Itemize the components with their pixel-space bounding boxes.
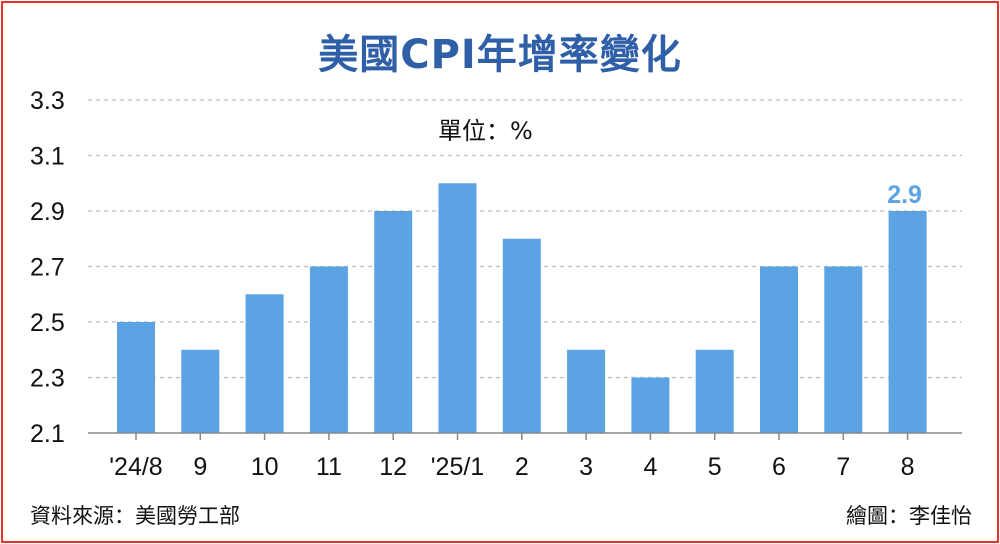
x-tick-label: 11 xyxy=(316,453,342,481)
x-tick-label: 3 xyxy=(579,453,593,481)
data-labels: 2.9 xyxy=(887,181,922,209)
y-tick-label: 2.1 xyxy=(30,420,65,448)
credit-note: 繪圖：李佳怡 xyxy=(846,504,972,528)
x-tick-label: 12 xyxy=(379,453,407,481)
x-tick-label: 6 xyxy=(772,453,786,481)
bar xyxy=(245,294,284,433)
y-tick-label: 3.3 xyxy=(30,87,65,115)
x-axis-ticks: '24/8 9 10 11 12 '25/1 2 3 4 5 6 7 8 xyxy=(109,453,914,481)
bar xyxy=(567,349,606,433)
y-tick-label: 3.1 xyxy=(30,143,65,171)
x-tick-label: 10 xyxy=(251,453,279,481)
bar xyxy=(695,349,734,433)
y-tick-label: 2.7 xyxy=(30,254,65,282)
y-tick-label: 2.5 xyxy=(30,309,65,337)
bar xyxy=(631,377,670,433)
x-tick-label: 9 xyxy=(193,453,207,481)
bar xyxy=(117,322,155,433)
unit-label: 單位：% xyxy=(438,117,533,145)
data-label: 2.9 xyxy=(887,181,922,209)
gridlines xyxy=(88,99,962,379)
x-tick-label: 4 xyxy=(643,453,657,481)
x-tick-label: 2 xyxy=(515,453,529,481)
bar xyxy=(374,211,413,433)
bar xyxy=(502,238,541,433)
y-tick-label: 2.3 xyxy=(30,365,65,393)
x-tick-label: 7 xyxy=(836,453,850,481)
x-tick-label: '24/8 xyxy=(109,453,162,481)
chart-title: 美國CPI年增率變化 xyxy=(318,32,682,78)
x-tick-label: '25/1 xyxy=(431,453,484,481)
source-note: 資料來源：美國勞工部 xyxy=(30,504,240,528)
bars xyxy=(117,183,927,433)
bar xyxy=(438,183,477,433)
bar xyxy=(824,266,863,433)
y-axis-ticks: 2.1 2.3 2.5 2.7 2.9 3.1 3.3 xyxy=(30,87,65,448)
x-tick-label: 8 xyxy=(901,453,915,481)
x-tick-label: 5 xyxy=(708,453,722,481)
y-tick-label: 2.9 xyxy=(30,198,65,226)
bar xyxy=(760,266,798,433)
x-axis xyxy=(88,432,962,440)
bar xyxy=(181,349,220,433)
bar xyxy=(888,211,927,433)
bar xyxy=(309,266,348,433)
